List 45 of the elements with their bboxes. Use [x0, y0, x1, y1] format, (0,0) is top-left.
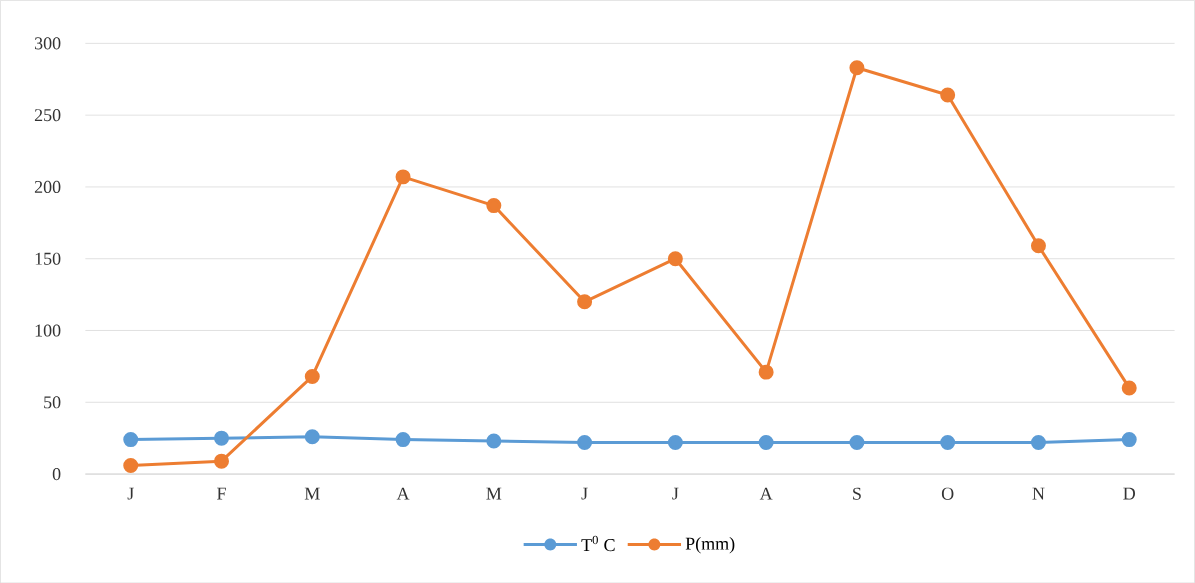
x-tick-label: F [217, 487, 226, 500]
y-tick-label: 0 [52, 467, 61, 480]
point [758, 434, 774, 450]
point [667, 251, 683, 267]
point [486, 197, 502, 213]
point [577, 434, 593, 450]
point [667, 434, 683, 450]
x-tick-label: O [941, 487, 954, 500]
point [940, 434, 956, 450]
x-tick-label: M [304, 487, 320, 500]
point [1030, 434, 1046, 450]
point [577, 294, 593, 310]
point [849, 434, 865, 450]
point [486, 433, 502, 449]
x-tick-label: M [486, 487, 502, 500]
point [123, 431, 139, 447]
point [1121, 380, 1137, 396]
point [1030, 238, 1046, 254]
y-tick-label: 150 [35, 252, 61, 265]
y-tick-label: 250 [34, 108, 61, 122]
point [123, 457, 139, 473]
point [849, 60, 865, 76]
y-tick-label: 50 [44, 396, 61, 409]
point [1121, 431, 1137, 447]
x-tick-label: A [396, 487, 410, 500]
x-tick-label: J [672, 487, 679, 500]
point [304, 429, 320, 445]
point [214, 430, 230, 446]
x-tick-label: J [581, 487, 588, 500]
point [758, 364, 774, 380]
legend-label: T$^{0}$ C [581, 535, 615, 551]
point [395, 169, 411, 185]
x-tick-label: J [127, 487, 134, 500]
x-tick-label: S [853, 487, 861, 500]
legend-label: P(mm) [685, 536, 735, 554]
y-tick-label: 200 [34, 180, 61, 193]
x-tick-label: N [1032, 487, 1045, 500]
y-tick-label: 100 [35, 324, 61, 337]
y-tick-label: 300 [34, 37, 61, 50]
point [304, 368, 320, 384]
point [395, 431, 411, 447]
point [940, 87, 956, 103]
x-tick-label: A [759, 487, 773, 500]
x-tick-label: D [1123, 487, 1135, 500]
point [214, 453, 230, 469]
